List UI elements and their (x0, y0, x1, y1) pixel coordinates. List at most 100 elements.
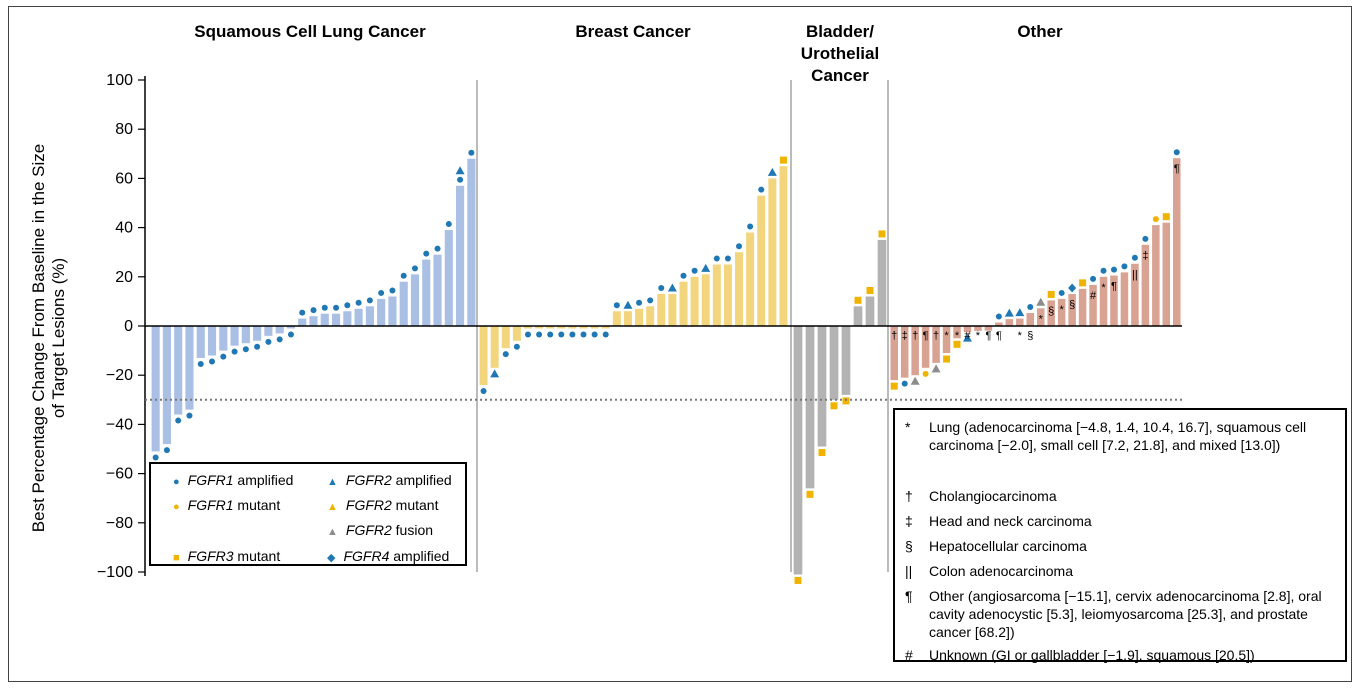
bar-footnote-symbol: † (912, 330, 918, 342)
legend-item: ◆ FGFR4 amplified (327, 548, 449, 564)
bar (377, 299, 385, 326)
marker-fgfr3-mutant (1048, 291, 1055, 298)
footnote-item: || Colon adenocarcinoma (905, 562, 1335, 582)
y-tick-label: −80 (106, 515, 133, 532)
legend-gene: FGFR2 (346, 497, 392, 513)
marker-fgfr1-amplified (389, 287, 395, 293)
marker-fgfr1-amplified (736, 243, 742, 249)
marker-fgfr2-amplified (668, 284, 677, 292)
bar-footnote-symbol: * (1039, 313, 1044, 325)
marker-fgfr3-mutant (819, 449, 826, 456)
marker-fgfr1-amplified (1111, 267, 1117, 273)
legend-item: ● FGFR1 amplified (173, 472, 293, 488)
footnote-item: ‡ Head and neck carcinoma (905, 512, 1335, 532)
bar (433, 255, 441, 326)
bar (1121, 272, 1129, 326)
footnote-item: * Lung (adenocarcinoma [−4.8, 1.4, 10.4, … (905, 418, 1335, 482)
marker-fgfr1-amplified (581, 331, 587, 337)
bar (513, 326, 521, 341)
bar (624, 311, 632, 326)
legend-symbol: ▲ (327, 476, 338, 488)
marker-fgfr2-amplified (623, 301, 632, 309)
marker-fgfr1-amplified (254, 344, 260, 350)
marker-fgfr1-mutant (1153, 216, 1159, 222)
marker-fgfr1-amplified (344, 302, 350, 308)
bar (735, 252, 743, 326)
bar (502, 326, 510, 348)
bar (768, 178, 776, 326)
bar-footnote-symbol: † (891, 330, 897, 342)
legend-text: mutant (234, 497, 281, 513)
bar (794, 326, 803, 574)
bar (668, 294, 676, 326)
marker-fgfr1-amplified (401, 273, 407, 279)
legend-item: ▲ FGFR2 amplified (327, 472, 452, 488)
marker-fgfr1-amplified (514, 344, 520, 350)
bar (724, 265, 732, 327)
marker-fgfr1-amplified (457, 177, 463, 183)
marker-fgfr1-amplified (996, 314, 1002, 320)
bar (355, 309, 363, 326)
bar (309, 316, 317, 326)
marker-fgfr2-amplified (490, 369, 499, 377)
bar-footnote-symbol: ¶ (1174, 163, 1180, 175)
footnote-item: † Cholangiocarcinoma (905, 487, 1335, 507)
bar (174, 326, 182, 415)
y-tick-label: 40 (115, 220, 133, 237)
bar-footnote-symbol: § (1027, 330, 1033, 342)
marker-fgfr2-fusion (932, 364, 941, 372)
legend-text: mutant (234, 548, 281, 564)
bar (746, 233, 754, 326)
bar (830, 326, 839, 400)
marker-fgfr4-amplified (1068, 284, 1076, 293)
marker-fgfr2-amplified (701, 264, 710, 272)
footnote-item: # Unknown (GI or gallbladder [−1.9], squa… (905, 646, 1335, 666)
marker-fgfr1-amplified (1027, 304, 1033, 310)
footnote-text: Lung (adenocarcinoma [−4.8, 1.4, 10.4, 1… (929, 418, 1339, 454)
y-tick-label: 60 (115, 170, 133, 187)
marker-fgfr3-mutant (1079, 279, 1086, 286)
legend-gene: FGFR2 (346, 522, 392, 538)
legend-gene: FGFR1 (188, 472, 234, 488)
y-axis-label-line1: Best Percentage Change From Baseline in … (29, 144, 48, 532)
bar (163, 326, 171, 444)
marker-fgfr1-amplified (423, 251, 429, 257)
marker-fgfr3-mutant (943, 356, 950, 363)
bar-footnote-symbol: || (1132, 269, 1138, 281)
marker-fgfr3-mutant (843, 397, 850, 404)
y-tick-label: −20 (106, 367, 133, 384)
marker-fgfr3-mutant (831, 402, 838, 409)
marker-fgfr1-amplified (322, 305, 328, 311)
marker-fgfr1-amplified (220, 354, 226, 360)
bar (456, 186, 464, 326)
footnote-symbol: # (905, 646, 923, 664)
marker-fgfr3-mutant (891, 383, 898, 390)
bar-footnote-symbol: ¶ (985, 330, 991, 342)
footnote-text: Other (angiosarcoma [−15.1], cervix aden… (929, 587, 1339, 641)
marker-fgfr1-amplified (209, 359, 215, 365)
legend-text: amplified (392, 472, 452, 488)
marker-fgfr1-amplified (1101, 268, 1107, 274)
footnote-text: Head and neck carcinoma (929, 512, 1339, 530)
marker-fgfr1-amplified (603, 331, 609, 337)
y-tick-label: 80 (115, 121, 133, 138)
bar (818, 326, 827, 447)
bar (657, 294, 665, 326)
y-tick-label: −100 (97, 564, 133, 581)
marker-fgfr1-amplified (536, 331, 542, 337)
bar (388, 296, 396, 326)
footnote-text: Unknown (GI or gallbladder [−1.9], squam… (929, 646, 1339, 664)
legend-symbol: ■ (173, 552, 180, 564)
footnote-symbol: § (905, 537, 923, 555)
bar-footnote-symbol: * (1018, 330, 1023, 342)
bar (757, 196, 765, 326)
legend-item: ▲ FGFR2 mutant (327, 497, 438, 513)
bar (878, 240, 887, 326)
marker-fgfr1-amplified (658, 285, 664, 291)
marker-fgfr2-amplified (1015, 308, 1024, 316)
marker-fgfr1-amplified (356, 300, 362, 306)
marker-fgfr1-amplified (153, 454, 159, 460)
group-title: Urothelial (801, 44, 879, 63)
bar (264, 326, 272, 336)
marker-fgfr1-amplified (547, 331, 553, 337)
